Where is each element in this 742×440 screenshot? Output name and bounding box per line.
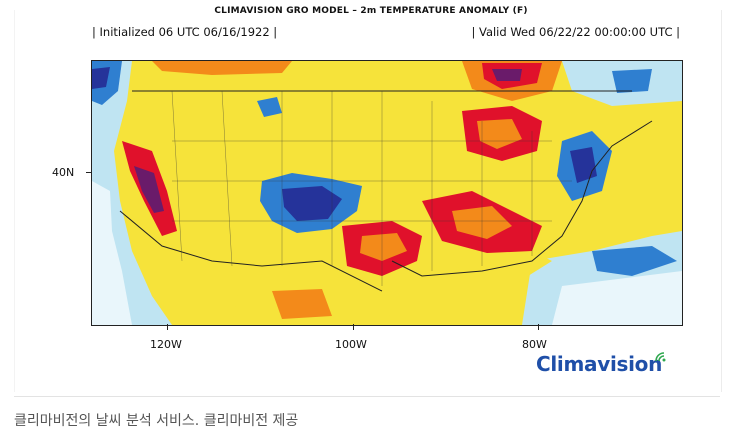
map-title: CLIMAVISION GRO MODEL – 2m TEMPERATURE A… <box>214 6 528 16</box>
hudson-extreme-hot <box>492 69 522 81</box>
northwest-extreme-cold <box>92 67 110 89</box>
lon-tick-120w <box>167 324 168 330</box>
logo-prefix: Clima <box>536 352 598 376</box>
lon-tick-100w <box>353 324 354 330</box>
figure-caption: 클리마비전의 날씨 분석 서비스. 클리마비전 제공 <box>14 413 299 429</box>
climavision-logo: Climavision <box>536 352 662 376</box>
northeast-extreme-cold <box>570 147 597 183</box>
canada-warm-area <box>152 61 292 75</box>
gulf-warm-area <box>452 246 552 286</box>
lon-label-100w: 100W <box>335 338 367 351</box>
state-lines <box>171 90 572 286</box>
rockies-extreme-cold <box>282 186 342 221</box>
caption-divider <box>14 396 720 397</box>
signal-icon <box>655 352 666 362</box>
lat-tick-40n <box>86 172 91 173</box>
lat-label-40n: 40N <box>52 166 75 179</box>
great-lakes-warm-core <box>477 119 522 149</box>
lon-label-80w: 80W <box>522 338 547 351</box>
valid-time: | Valid Wed 06/22/22 00:00:00 UTC | <box>471 25 680 39</box>
lon-tick-80w <box>538 324 539 330</box>
texas-warm-core <box>360 233 407 261</box>
lon-label-120w: 120W <box>150 338 182 351</box>
quebec-cold-area <box>612 69 652 93</box>
logo-suffix: vision <box>597 352 663 376</box>
mexico-hot-spot <box>272 289 332 319</box>
pacific-neutral-area <box>92 181 132 325</box>
montana-cold-spot <box>257 97 282 117</box>
atlantic-neutral-area <box>552 271 682 325</box>
initialized-time: | Initialized 06 UTC 06/16/1922 | <box>92 25 278 39</box>
anomaly-field <box>92 61 682 325</box>
atlantic-cold-band <box>592 246 677 276</box>
california-extreme-hot <box>134 166 164 213</box>
temperature-anomaly-map <box>91 60 683 326</box>
